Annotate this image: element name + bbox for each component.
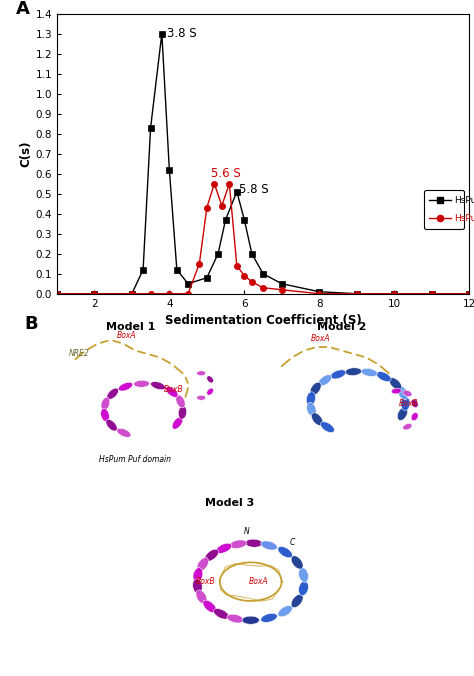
Ellipse shape (398, 386, 408, 400)
Text: Model 1: Model 1 (106, 322, 156, 333)
Ellipse shape (306, 392, 316, 406)
Ellipse shape (403, 423, 412, 430)
Ellipse shape (197, 395, 206, 400)
Ellipse shape (106, 420, 117, 431)
Ellipse shape (376, 372, 391, 382)
Ellipse shape (310, 382, 321, 395)
Text: C: C (289, 537, 295, 547)
Ellipse shape (411, 412, 418, 420)
Ellipse shape (291, 594, 303, 608)
Ellipse shape (207, 376, 213, 383)
Ellipse shape (100, 408, 109, 422)
Ellipse shape (176, 395, 185, 408)
Ellipse shape (192, 579, 202, 594)
Text: Model 2: Model 2 (317, 322, 366, 333)
Ellipse shape (361, 368, 377, 377)
Text: BoxA: BoxA (249, 577, 269, 586)
Ellipse shape (134, 381, 149, 387)
Ellipse shape (411, 400, 418, 408)
Ellipse shape (278, 546, 292, 558)
Ellipse shape (230, 540, 247, 548)
Ellipse shape (261, 613, 277, 623)
Ellipse shape (165, 387, 178, 397)
Ellipse shape (101, 397, 110, 410)
Ellipse shape (319, 375, 332, 386)
Text: A: A (16, 0, 29, 18)
Text: N: N (244, 527, 249, 536)
Ellipse shape (401, 396, 410, 410)
Ellipse shape (299, 581, 309, 596)
Ellipse shape (392, 388, 401, 394)
Ellipse shape (389, 378, 401, 390)
Text: 3.8 S: 3.8 S (167, 27, 197, 40)
Ellipse shape (397, 407, 408, 420)
Ellipse shape (203, 600, 216, 612)
Ellipse shape (107, 388, 118, 400)
X-axis label: Sedimentation Coefficient (S): Sedimentation Coefficient (S) (164, 314, 362, 327)
Ellipse shape (311, 413, 323, 425)
Text: BoxB: BoxB (164, 385, 184, 393)
Ellipse shape (242, 616, 259, 624)
Text: HsPum-NRE1: HsPum-NRE1 (455, 197, 474, 206)
Ellipse shape (151, 381, 165, 390)
Ellipse shape (227, 614, 244, 623)
Legend: , : , (424, 190, 465, 229)
Ellipse shape (320, 422, 334, 433)
Ellipse shape (330, 370, 346, 379)
Text: Model 3: Model 3 (205, 498, 255, 508)
Ellipse shape (245, 539, 263, 548)
Ellipse shape (307, 402, 316, 416)
Text: BoxB: BoxB (399, 399, 419, 408)
Ellipse shape (261, 541, 277, 550)
Text: NRE2: NRE2 (69, 349, 90, 358)
Text: BoxA: BoxA (117, 331, 137, 340)
Ellipse shape (205, 549, 219, 561)
Ellipse shape (278, 606, 292, 617)
Ellipse shape (291, 556, 303, 569)
Ellipse shape (193, 568, 203, 582)
Ellipse shape (197, 558, 209, 571)
Text: HsPum Puf domain: HsPum Puf domain (99, 454, 171, 464)
Ellipse shape (172, 417, 182, 429)
Text: 5.6 S: 5.6 S (210, 167, 240, 180)
Y-axis label: C(s): C(s) (19, 141, 33, 167)
Text: HsPum-NRE2: HsPum-NRE2 (455, 214, 474, 223)
Text: 5.8 S: 5.8 S (239, 183, 269, 196)
Text: BoxB: BoxB (195, 577, 215, 586)
Ellipse shape (216, 544, 232, 554)
Ellipse shape (242, 616, 259, 624)
Ellipse shape (196, 590, 207, 604)
Ellipse shape (214, 608, 229, 619)
Ellipse shape (403, 390, 412, 397)
Ellipse shape (118, 383, 133, 391)
Ellipse shape (345, 368, 362, 376)
Ellipse shape (207, 388, 213, 395)
Ellipse shape (261, 541, 277, 550)
Text: B: B (24, 316, 37, 333)
Ellipse shape (117, 429, 131, 437)
Text: BoxA: BoxA (311, 335, 331, 343)
Ellipse shape (178, 406, 187, 419)
Ellipse shape (299, 568, 309, 582)
Ellipse shape (197, 371, 206, 376)
